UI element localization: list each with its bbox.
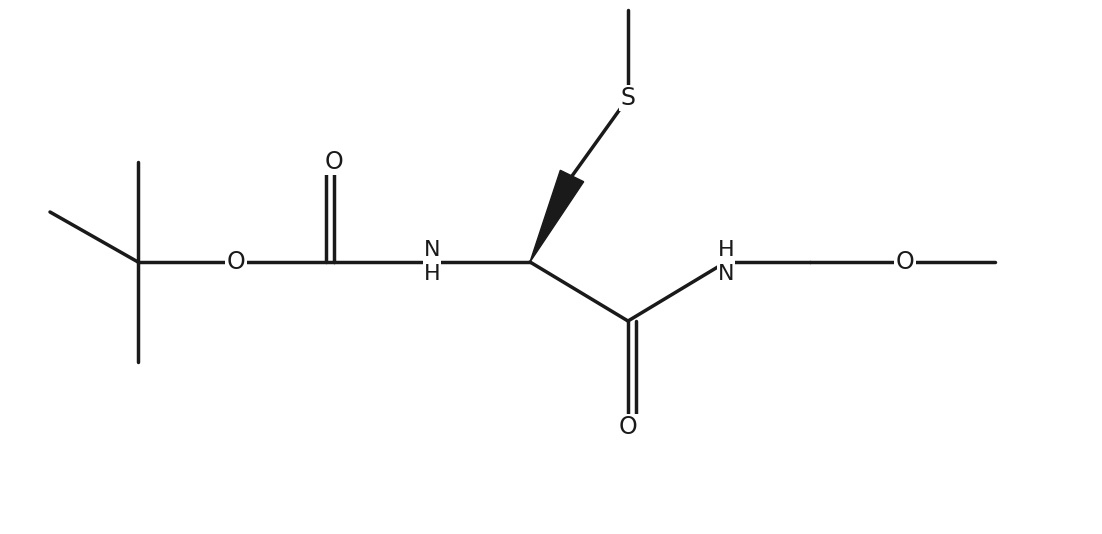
Text: H
N: H N (717, 240, 734, 284)
Text: N
H: N H (423, 240, 441, 284)
Polygon shape (530, 170, 584, 262)
Text: O: O (896, 250, 915, 274)
Text: S: S (620, 86, 636, 110)
Text: O: O (325, 150, 344, 174)
Text: O: O (618, 415, 637, 439)
Text: O: O (227, 250, 246, 274)
